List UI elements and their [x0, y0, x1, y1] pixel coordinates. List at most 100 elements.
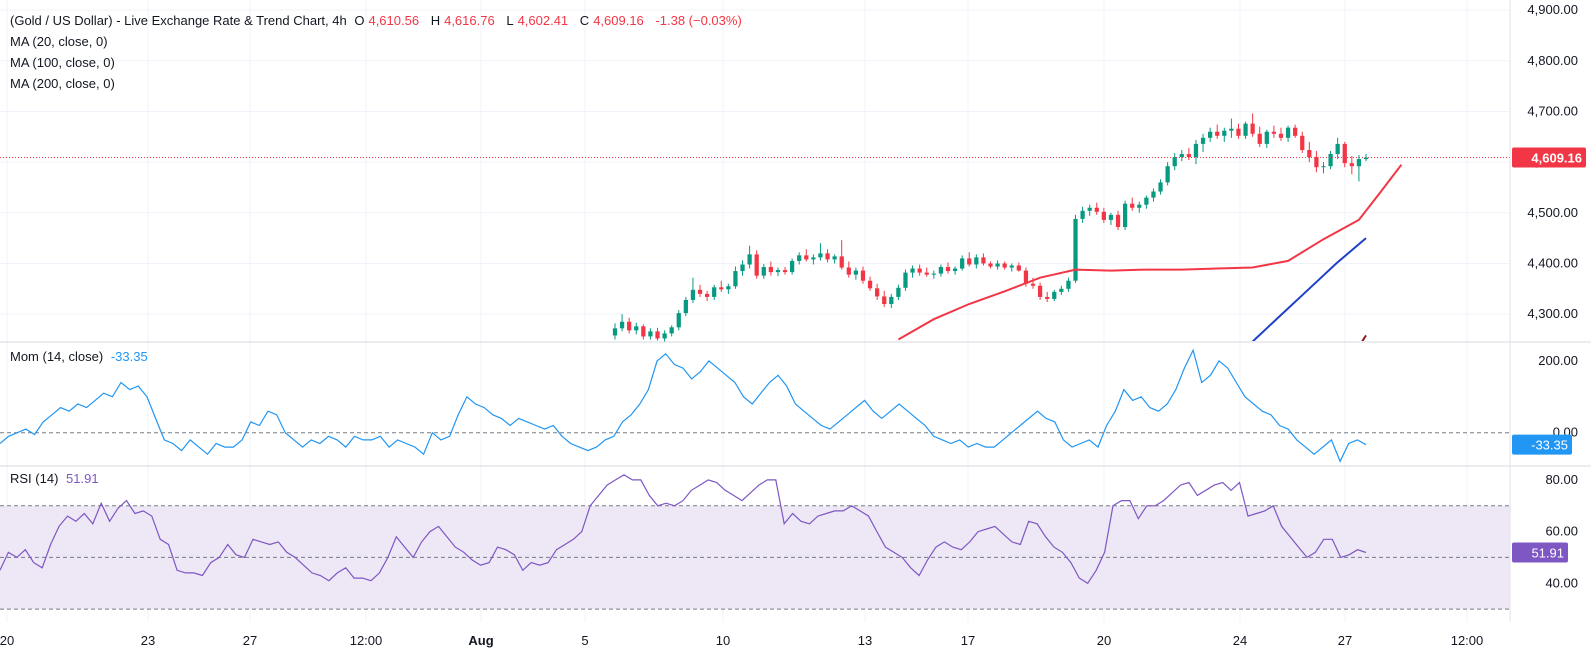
candle[interactable]	[853, 267, 859, 280]
candle[interactable]	[797, 252, 802, 265]
candle[interactable]	[627, 317, 632, 334]
candle[interactable]	[782, 267, 788, 275]
candle[interactable]	[825, 249, 830, 263]
candle[interactable]	[775, 267, 781, 277]
ma20-line[interactable]	[897, 164, 1403, 341]
candle[interactable]	[860, 266, 866, 284]
candle[interactable]	[1349, 156, 1354, 175]
candle[interactable]	[889, 293, 894, 309]
candle[interactable]	[1066, 277, 1071, 292]
candle[interactable]	[619, 314, 625, 332]
candle[interactable]	[761, 263, 766, 279]
candle[interactable]	[910, 265, 915, 278]
candle[interactable]	[1314, 150, 1319, 173]
candle[interactable]	[1328, 150, 1333, 170]
candle[interactable]	[1122, 200, 1128, 231]
candle[interactable]	[648, 328, 653, 340]
candle[interactable]	[662, 330, 667, 342]
candle[interactable]	[641, 324, 646, 340]
candle[interactable]	[1073, 214, 1078, 283]
candle[interactable]	[1137, 201, 1142, 213]
momentum-line[interactable]	[0, 348, 1367, 463]
candle[interactable]	[1108, 212, 1114, 225]
candle[interactable]	[747, 245, 752, 269]
candle[interactable]	[1009, 263, 1014, 272]
candle[interactable]	[1222, 127, 1227, 142]
rsi-panel[interactable]	[0, 474, 1510, 610]
candle[interactable]	[1052, 289, 1057, 301]
candle[interactable]	[1278, 127, 1284, 141]
candle[interactable]	[1016, 262, 1021, 272]
candle[interactable]	[832, 254, 837, 264]
rsi-line[interactable]	[0, 474, 1367, 585]
candle[interactable]	[882, 290, 887, 308]
candle[interactable]	[1087, 204, 1092, 216]
candle[interactable]	[726, 283, 731, 294]
candle[interactable]	[1037, 282, 1043, 300]
candle[interactable]	[754, 250, 759, 279]
candle[interactable]	[818, 243, 823, 261]
candle[interactable]	[1342, 141, 1347, 168]
candle[interactable]	[1115, 210, 1121, 231]
candle[interactable]	[875, 283, 880, 300]
candle[interactable]	[634, 322, 639, 335]
candle[interactable]	[1215, 124, 1220, 139]
candle[interactable]	[740, 260, 745, 276]
candle[interactable]	[945, 262, 951, 274]
candle[interactable]	[676, 310, 681, 331]
candle[interactable]	[839, 240, 844, 270]
candle[interactable]	[846, 261, 851, 278]
rsi-legend[interactable]: RSI (14) 51.91	[10, 468, 103, 489]
candle[interactable]	[704, 290, 710, 301]
candle[interactable]	[768, 261, 773, 276]
candle[interactable]	[1186, 147, 1192, 161]
candle[interactable]	[938, 264, 944, 277]
candle[interactable]	[1307, 141, 1312, 163]
candle[interactable]	[917, 264, 922, 276]
candle[interactable]	[967, 252, 972, 267]
candle[interactable]	[1264, 129, 1269, 148]
candle[interactable]	[974, 254, 979, 269]
ma100-line[interactable]	[1065, 237, 1367, 426]
candle[interactable]	[712, 284, 717, 300]
candle[interactable]	[1285, 125, 1291, 142]
candle[interactable]	[924, 267, 929, 277]
candle[interactable]	[1193, 139, 1199, 165]
candle[interactable]	[655, 327, 660, 341]
ma20-legend[interactable]: MA (20, close, 0)	[10, 34, 108, 49]
candle[interactable]	[1002, 261, 1007, 270]
momentum-panel[interactable]	[0, 348, 1510, 463]
candle[interactable]	[1356, 155, 1362, 182]
candle[interactable]	[1321, 162, 1326, 174]
candle[interactable]	[811, 254, 816, 265]
candle[interactable]	[697, 284, 703, 297]
axes[interactable]: 4,900.004,800.004,700.004,600.004,500.00…	[0, 0, 1591, 648]
candle[interactable]	[789, 258, 795, 275]
candle[interactable]	[683, 296, 688, 317]
candle[interactable]	[952, 266, 958, 275]
candle[interactable]	[1236, 123, 1241, 139]
candle[interactable]	[1172, 153, 1177, 171]
candle[interactable]	[931, 270, 936, 279]
candle[interactable]	[1045, 291, 1050, 302]
momentum-legend[interactable]: Mom (14, close) -33.35	[10, 346, 152, 367]
candle[interactable]	[1200, 133, 1206, 153]
candle[interactable]	[690, 277, 696, 303]
candle[interactable]	[867, 276, 873, 291]
candle[interactable]	[1229, 118, 1234, 138]
candle[interactable]	[719, 280, 724, 292]
candle[interactable]	[1243, 121, 1248, 139]
candle[interactable]	[1250, 113, 1255, 137]
candle[interactable]	[1165, 162, 1170, 186]
candle[interactable]	[669, 325, 674, 337]
candle[interactable]	[1335, 137, 1340, 160]
candle[interactable]	[1293, 124, 1298, 138]
candle[interactable]	[903, 269, 908, 291]
candle[interactable]	[612, 323, 618, 340]
candle[interactable]	[1059, 285, 1064, 295]
candle[interactable]	[1101, 207, 1106, 223]
candle[interactable]	[733, 266, 738, 289]
price-panel[interactable]	[0, 113, 1510, 527]
candle[interactable]	[804, 249, 809, 262]
